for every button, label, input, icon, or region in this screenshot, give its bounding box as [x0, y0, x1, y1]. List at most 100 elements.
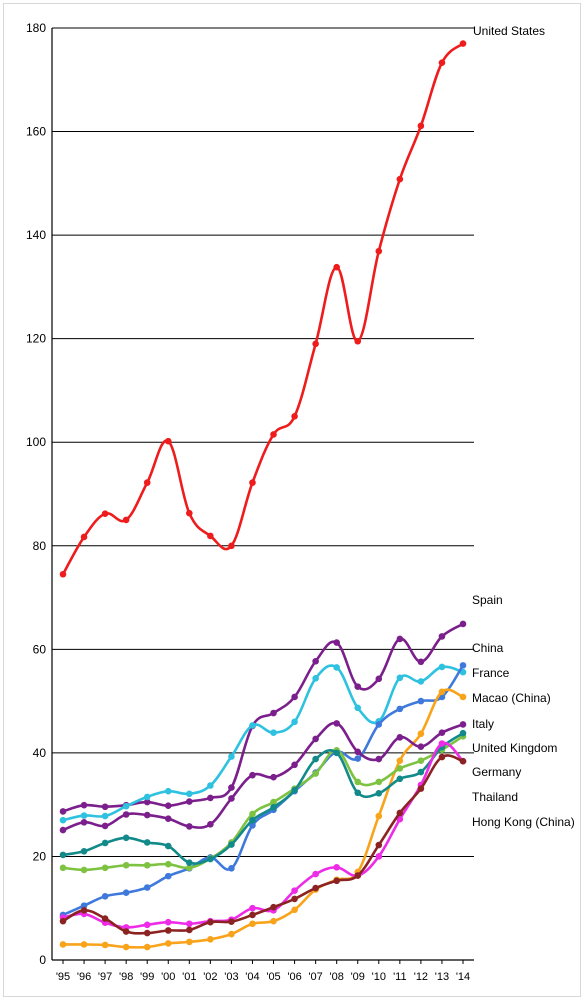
data-point-united-states: [164, 437, 172, 445]
data-point-italy: [101, 822, 109, 830]
x-tick-label: '07: [308, 971, 322, 983]
data-point-germany: [80, 847, 88, 855]
y-tick-label: 20: [33, 849, 47, 863]
data-point-germany: [122, 834, 130, 842]
data-point-germany: [228, 841, 235, 848]
series-thailand: [59, 740, 467, 931]
series-france: [59, 662, 467, 919]
data-point-italy: [122, 811, 130, 818]
data-point-hong-kong-china: [396, 809, 404, 817]
data-point-france: [396, 705, 404, 713]
x-tick-label: '96: [77, 971, 91, 983]
data-point-united-states: [59, 570, 67, 578]
data-point-china: [417, 678, 425, 685]
data-point-united-states: [80, 533, 88, 541]
data-point-macao-china: [270, 917, 277, 925]
data-point-macao-china: [143, 943, 151, 951]
data-point-hong-kong-china: [186, 926, 193, 934]
data-point-united-kingdom: [186, 864, 193, 872]
data-point-macao-china: [80, 941, 88, 948]
data-point-hong-kong-china: [80, 906, 88, 914]
data-point-china: [249, 722, 256, 729]
data-point-thailand: [312, 870, 319, 878]
data-point-hong-kong-china: [249, 911, 256, 919]
data-point-thailand: [375, 853, 383, 860]
data-point-thailand: [396, 815, 404, 823]
data-point-china: [164, 787, 172, 795]
data-point-italy: [291, 761, 298, 769]
data-point-italy: [207, 821, 214, 828]
data-point-united-states: [270, 431, 277, 438]
series-germany: [59, 729, 467, 866]
data-point-italy: [438, 729, 446, 736]
data-point-thailand: [333, 864, 340, 871]
data-point-united-kingdom: [396, 765, 404, 772]
series-label-thailand: Thailand: [472, 790, 518, 804]
series-line-thailand: [62, 741, 464, 929]
data-point-thailand: [438, 740, 446, 747]
data-point-germany: [101, 839, 109, 847]
data-point-united-states: [312, 340, 319, 348]
data-point-spain: [143, 798, 151, 806]
data-point-united-states: [354, 337, 362, 345]
y-tick-label: 160: [26, 125, 46, 139]
data-point-spain: [333, 639, 340, 646]
data-point-hong-kong-china: [143, 929, 151, 937]
y-tick-label: 80: [33, 539, 47, 553]
data-point-china: [122, 802, 130, 810]
x-tick-label: '01: [182, 971, 196, 983]
data-point-hong-kong-china: [228, 918, 235, 925]
data-point-united-kingdom: [249, 810, 256, 818]
data-point-macao-china: [101, 941, 109, 949]
y-tick-label: 60: [33, 642, 47, 656]
series-label-germany: Germany: [472, 765, 521, 779]
data-point-thailand: [143, 921, 151, 929]
series-label-united-states: United States: [473, 24, 545, 38]
data-point-thailand: [186, 920, 193, 928]
data-point-spain: [59, 808, 67, 815]
data-point-italy: [396, 734, 404, 741]
series-hong-kong-china: [59, 753, 467, 937]
data-point-italy: [143, 811, 151, 819]
data-point-france: [249, 822, 256, 829]
data-point-italy: [375, 755, 383, 763]
data-point-china: [291, 718, 298, 726]
data-point-china: [207, 782, 214, 789]
data-point-china: [396, 674, 404, 682]
data-point-macao-china: [228, 930, 235, 938]
data-point-hong-kong-china: [59, 917, 67, 925]
series-label-united-kingdom: United Kingdom: [472, 741, 557, 755]
data-point-hong-kong-china: [291, 895, 298, 903]
data-point-hong-kong-china: [270, 903, 277, 911]
data-point-germany: [459, 729, 467, 737]
x-tick-label: '95: [56, 971, 70, 983]
data-point-germany: [333, 749, 340, 757]
data-point-macao-china: [186, 938, 193, 946]
data-point-macao-china: [459, 693, 467, 701]
data-point-china: [143, 793, 151, 801]
x-tick-label: '12: [414, 971, 428, 983]
series-united-states: [59, 40, 467, 578]
x-tick-label: '06: [287, 971, 301, 983]
data-point-united-states: [186, 509, 193, 517]
data-point-france: [459, 662, 467, 669]
data-point-germany: [164, 842, 172, 850]
data-point-italy: [249, 771, 256, 779]
series-line-hong-kong-china: [62, 754, 464, 935]
data-point-spain: [417, 658, 425, 666]
data-point-united-kingdom: [80, 866, 88, 874]
data-point-china: [59, 816, 67, 824]
data-point-macao-china: [249, 920, 256, 928]
data-point-united-states: [249, 479, 256, 486]
data-point-germany: [375, 789, 383, 797]
data-point-united-kingdom: [143, 861, 151, 869]
data-point-france: [122, 889, 130, 896]
data-point-spain: [164, 802, 172, 810]
data-point-italy: [459, 721, 467, 728]
data-point-italy: [354, 748, 362, 756]
data-point-germany: [143, 839, 151, 846]
data-point-united-kingdom: [417, 757, 425, 764]
data-point-china: [354, 704, 362, 712]
data-point-germany: [417, 768, 425, 776]
